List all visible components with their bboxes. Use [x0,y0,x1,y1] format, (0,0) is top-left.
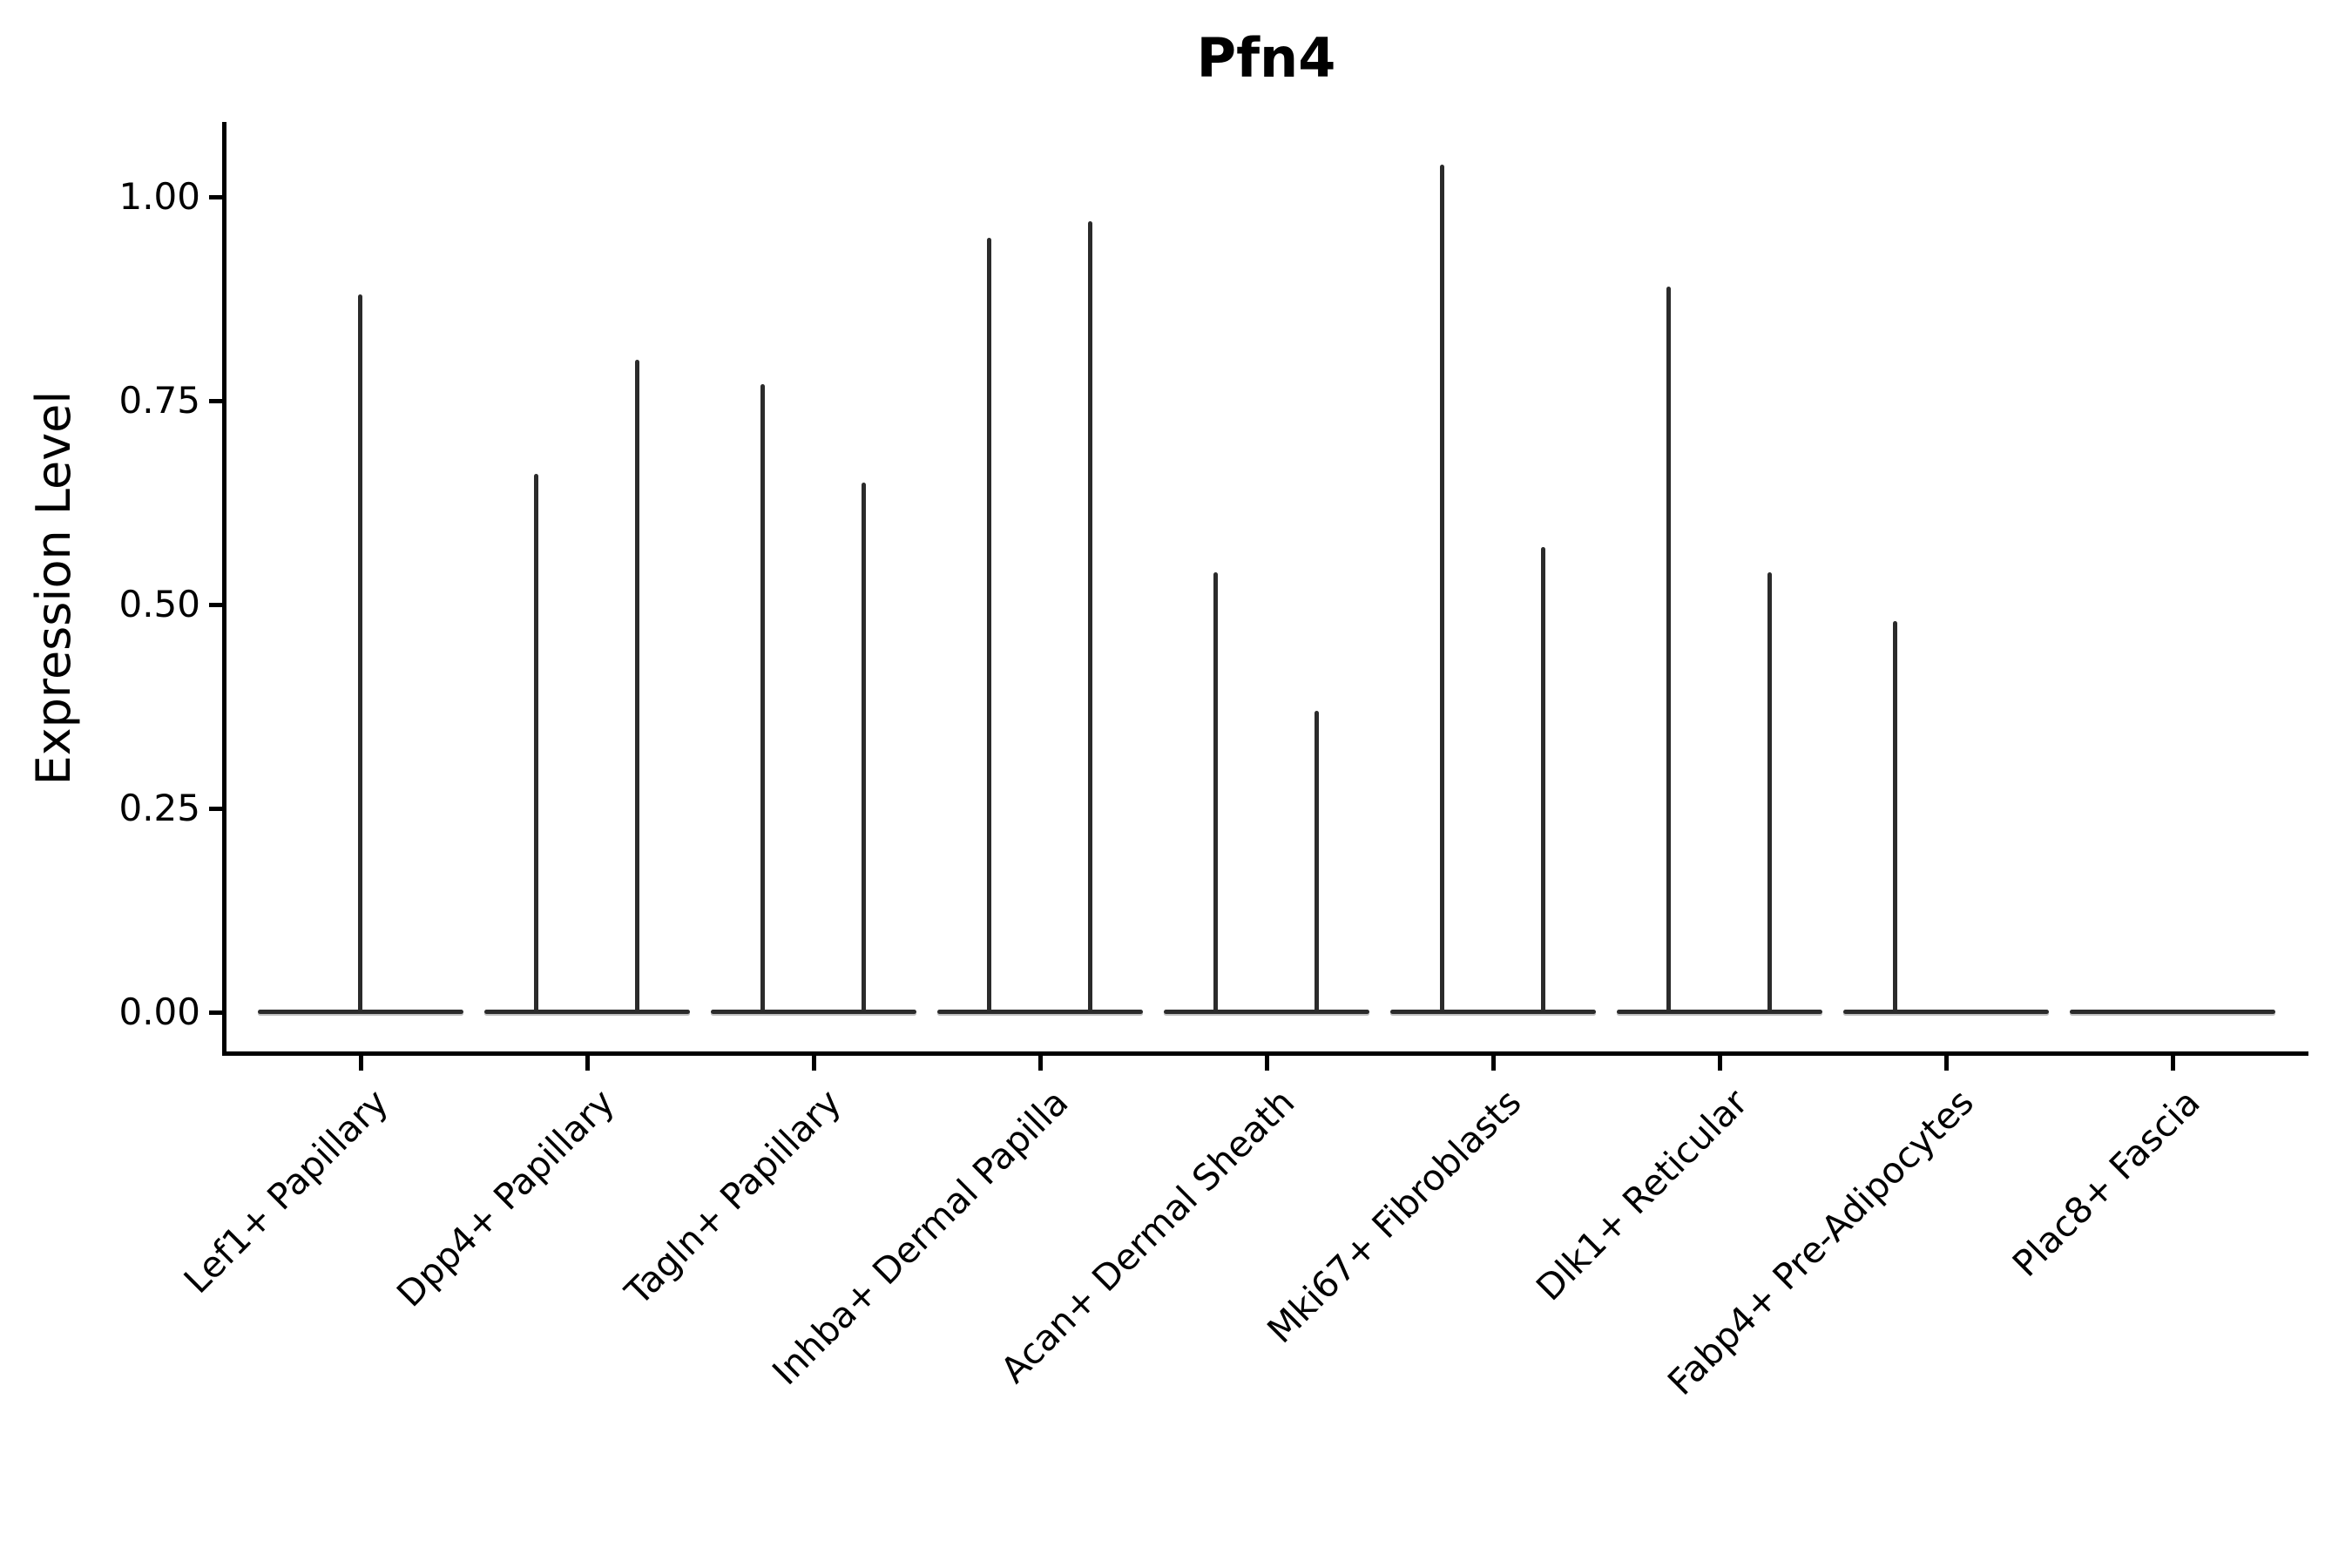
violin-spike [760,384,765,1014]
x-tick-label: Lef1+ Papillary [176,1081,397,1302]
plot-title: Pfn4 [1196,26,1336,90]
x-tick-label: Dpp4+ Papillary [389,1081,624,1315]
violin-spike [1315,711,1319,1014]
x-tick-label: Tagln+ Papillary [617,1081,850,1314]
x-tick-mark [812,1056,816,1071]
y-tick-label: 0.00 [118,990,200,1033]
violin-base [1390,1010,1596,1014]
y-tick-label: 0.50 [118,583,200,625]
violin-spike [987,238,991,1014]
violin-spike [1440,165,1444,1014]
y-tick-mark [209,603,223,607]
violin-spike [635,360,639,1014]
violin-spike [1893,621,1897,1014]
violin-spike [1541,547,1545,1014]
violin-base [2070,1010,2275,1014]
violin-base [711,1010,916,1014]
x-tick-mark [1718,1056,1722,1071]
violin-spike [534,474,538,1014]
y-tick-mark [209,1010,223,1015]
violin-base [937,1010,1143,1014]
violin-spike [1213,572,1218,1014]
violin-base [484,1010,690,1014]
x-tick-label: Mki67+ Fibroblasts [1259,1081,1530,1352]
violin-base [1617,1010,1822,1014]
violin-spike [1666,287,1671,1014]
y-tick-mark [209,195,223,199]
violin-spike [358,294,362,1014]
violin-base [1843,1010,2049,1014]
x-tick-mark [2171,1056,2175,1071]
y-tick-mark [209,807,223,811]
x-tick-label: Dlk1+ Reticular [1527,1081,1756,1309]
y-tick-mark [209,399,223,403]
x-tick-mark [359,1056,363,1071]
y-tick-label: 0.75 [118,379,200,422]
violin-spike [1767,572,1772,1014]
x-axis-spine [222,1051,2308,1056]
x-tick-label: Plac8+ Fascia [2004,1081,2209,1285]
y-tick-label: 0.25 [118,787,200,829]
x-tick-mark [585,1056,590,1071]
y-tick-label: 1.00 [118,175,200,218]
y-axis-spine [222,122,226,1056]
x-tick-mark [1038,1056,1043,1071]
x-tick-mark [1265,1056,1269,1071]
violin-spike [862,483,866,1014]
violin-spike [1088,221,1092,1014]
x-tick-mark [1944,1056,1949,1071]
x-tick-mark [1491,1056,1496,1071]
violin-base [1164,1010,1369,1014]
